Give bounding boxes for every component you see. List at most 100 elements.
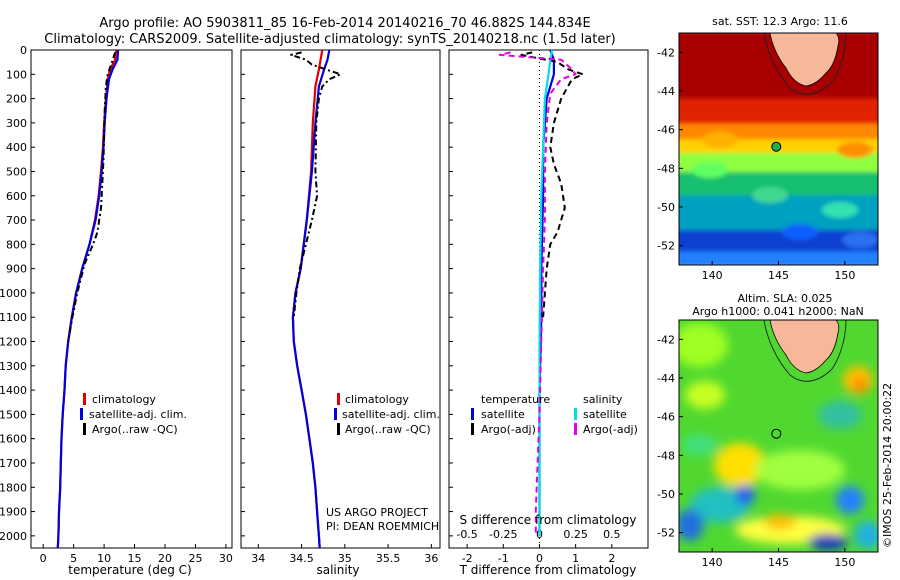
sst-band xyxy=(679,251,878,265)
series-line-satellite-adj-clim xyxy=(291,50,331,548)
x-tick-label: -2 xyxy=(462,552,473,565)
difference-panel-frame xyxy=(448,49,649,549)
sst-argo-location-marker xyxy=(771,141,782,152)
legend-climatology-label: climatology xyxy=(345,393,409,406)
imos-watermark: ©IMOS 25-Feb-2014 20:00:22 xyxy=(881,383,894,548)
lat-tick-label: -48 xyxy=(657,162,675,175)
lon-tick-label: 140 xyxy=(702,269,723,282)
project-credit-line1: US ARGO PROJECT xyxy=(326,506,428,519)
lat-tick-label: -50 xyxy=(657,488,675,501)
series-line-argo-raw-qc xyxy=(290,51,342,318)
difference-x-label: T difference from climatology xyxy=(459,563,637,577)
tasmania-landmass xyxy=(769,33,840,87)
x-tick-label: 5 xyxy=(70,552,77,565)
salinity-x-label: salinity xyxy=(316,563,359,577)
depth-tick-label: 300 xyxy=(6,117,27,130)
project-credit-line2: PI: DEAN ROEMMICH xyxy=(326,520,439,533)
series-line-salinity-argo-adj xyxy=(498,51,577,536)
difference-x-axis: -2 -1 0 1 2 xyxy=(462,544,615,565)
lon-tick-label: 150 xyxy=(834,556,855,569)
depth-tick-label: 1500 xyxy=(0,408,27,421)
series-line-temperature-argo-adj xyxy=(520,51,584,318)
sla-map-title-line1: Altim. SLA: 0.025 xyxy=(737,292,832,305)
legend-climatology-label: climatology xyxy=(92,393,156,406)
x-tick-label: 15 xyxy=(128,552,142,565)
sst-band xyxy=(679,98,878,128)
series-line-salinity-satellite xyxy=(538,50,554,536)
depth-tick-label: 1000 xyxy=(0,287,27,300)
x-tick-label: 2 xyxy=(608,552,615,565)
lat-tick-label: -52 xyxy=(657,527,675,540)
bathymetry-contour xyxy=(763,320,847,382)
bathymetry-contour xyxy=(763,33,847,95)
x-tick-label: 10 xyxy=(97,552,111,565)
sst-patch xyxy=(752,187,788,203)
depth-tick-label: 1100 xyxy=(0,311,27,324)
legend-temp-satellite-label: satellite xyxy=(481,408,525,421)
legend-salinity-header: salinity xyxy=(583,393,623,406)
depth-tick-label: 1300 xyxy=(0,360,27,373)
salinity-x-axis: 34 34.5 35 35.5 36 xyxy=(251,544,438,565)
salinity-series xyxy=(290,50,342,548)
x-tick-label: 1 xyxy=(572,552,579,565)
legend-satellite-label: satellite-adj. clim. xyxy=(89,408,187,421)
temperature-panel-frame xyxy=(30,49,233,549)
depth-tick-label: 1200 xyxy=(0,336,27,349)
x-tick-label: 36 xyxy=(424,552,438,565)
lat-tick-label: -52 xyxy=(657,240,675,253)
legend-climatology-marker xyxy=(337,393,340,405)
depth-tick-label: 0 xyxy=(20,44,27,57)
x-tick-label: 35 xyxy=(338,552,352,565)
salinity-legend: climatology satellite-adj. clim. Argo(..… xyxy=(334,393,440,436)
lat-tick-label: -46 xyxy=(657,124,675,137)
depth-tick-label: 200 xyxy=(6,93,27,106)
top-tick-label: 0.25 xyxy=(563,528,588,541)
lat-tick-label: -44 xyxy=(657,372,675,385)
depth-tick-label: 1800 xyxy=(0,481,27,494)
legend-argo-label: Argo(..raw -QC) xyxy=(92,423,178,436)
depth-tick-label: 500 xyxy=(6,165,27,178)
legend-sal-satellite-label: satellite xyxy=(583,408,627,421)
legend-argo-marker xyxy=(337,423,340,435)
lon-tick-label: 145 xyxy=(768,269,789,282)
x-tick-label: 0 xyxy=(40,552,47,565)
series-line-temperature-satellite xyxy=(538,50,556,536)
legend-temp-satellite-marker xyxy=(471,408,474,420)
depth-tick-label: 400 xyxy=(6,141,27,154)
tasmania-landmass xyxy=(769,320,840,374)
x-tick-label: 30 xyxy=(219,552,233,565)
legend-satellite-marker xyxy=(80,408,83,420)
legend-satellite-label: satellite-adj. clim. xyxy=(342,408,440,421)
sst-patch xyxy=(782,224,818,240)
depth-tick-label: 1900 xyxy=(0,506,27,519)
legend-argo-label: Argo(..raw -QC) xyxy=(345,423,431,436)
sst-patch xyxy=(702,132,738,148)
difference-top-axis-label: S difference from climatology xyxy=(460,513,637,527)
sst-band xyxy=(679,152,878,177)
series-line-climatology xyxy=(291,50,324,548)
x-tick-label: 20 xyxy=(158,552,172,565)
difference-series xyxy=(498,50,584,548)
depth-axis: 0 100 200 300 400 500 600 700 800 900 1000 1100 1200… xyxy=(0,44,453,543)
depth-tick-label: 1600 xyxy=(0,433,27,446)
sst-patch xyxy=(842,232,878,248)
temperature-x-label: temperature (deg C) xyxy=(68,563,191,577)
top-tick-label: 0.5 xyxy=(603,528,621,541)
legend-temp-argo-label: Argo(-adj) xyxy=(481,423,536,436)
lat-tick-label: -42 xyxy=(657,46,675,59)
x-tick-label: -1 xyxy=(498,552,509,565)
sst-patch xyxy=(692,162,728,178)
sst-patch xyxy=(837,142,873,158)
lon-tick-label: 140 xyxy=(702,556,723,569)
lon-tick-label: 150 xyxy=(834,269,855,282)
depth-tick-label: 1700 xyxy=(0,457,27,470)
depth-tick-label: 100 xyxy=(6,68,27,81)
legend-sal-satellite-marker xyxy=(574,408,577,420)
figure-title-line1: Argo profile: AO 5903811_85 16-Feb-2014 … xyxy=(99,16,590,31)
top-tick-label: -0.5 xyxy=(456,528,477,541)
lat-tick-label: -46 xyxy=(657,411,675,424)
difference-legend: temperature salinity satellite Argo(-adj… xyxy=(471,393,638,436)
depth-tick-label: 1400 xyxy=(0,384,27,397)
legend-sal-argo-label: Argo(-adj) xyxy=(583,423,638,436)
